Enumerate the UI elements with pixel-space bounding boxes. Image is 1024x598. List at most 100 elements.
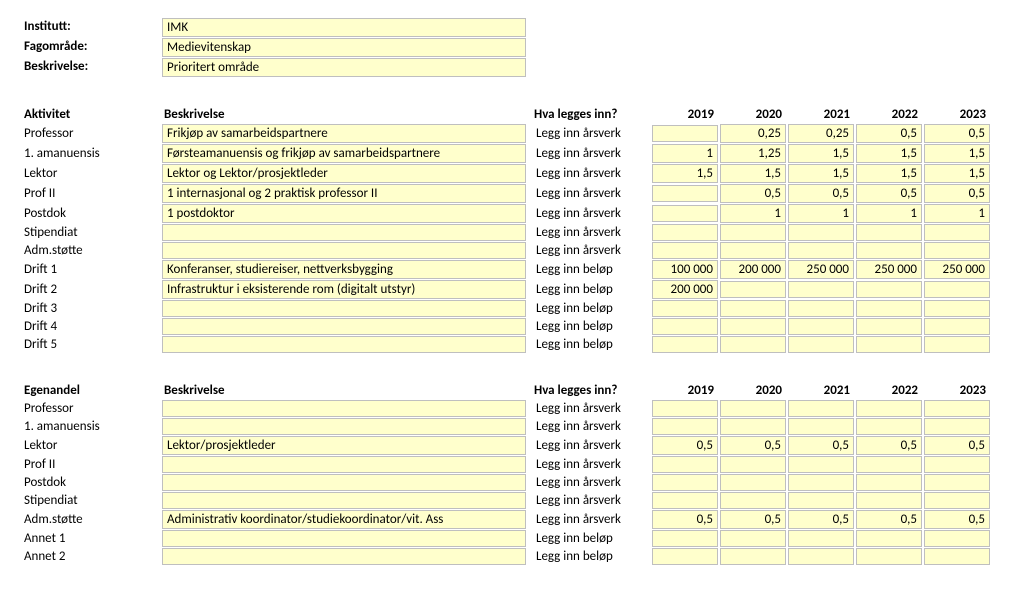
value-cell[interactable]: 0,5 bbox=[856, 436, 922, 455]
value-cell[interactable] bbox=[652, 474, 718, 491]
row-description[interactable] bbox=[162, 418, 526, 435]
value-cell[interactable] bbox=[924, 224, 990, 241]
value-cell[interactable]: 250 000 bbox=[856, 260, 922, 279]
value-cell[interactable] bbox=[652, 242, 718, 259]
value-cell[interactable] bbox=[924, 492, 990, 509]
value-cell[interactable] bbox=[652, 205, 718, 222]
value-cell[interactable]: 1,5 bbox=[720, 164, 786, 183]
value-cell[interactable] bbox=[652, 224, 718, 241]
value-cell[interactable] bbox=[856, 456, 922, 473]
value-cell[interactable]: 1,5 bbox=[856, 164, 922, 183]
value-cell[interactable]: 250 000 bbox=[924, 260, 990, 279]
value-cell[interactable] bbox=[720, 281, 786, 298]
value-cell[interactable] bbox=[788, 418, 854, 435]
value-cell[interactable]: 0,5 bbox=[856, 510, 922, 529]
value-cell[interactable] bbox=[652, 125, 718, 142]
value-cell[interactable] bbox=[720, 224, 786, 241]
value-cell[interactable] bbox=[924, 400, 990, 417]
value-cell[interactable]: 1,5 bbox=[652, 164, 718, 183]
value-cell[interactable] bbox=[856, 418, 922, 435]
row-description[interactable] bbox=[162, 530, 526, 547]
value-cell[interactable] bbox=[856, 492, 922, 509]
value-cell[interactable]: 1 bbox=[652, 144, 718, 163]
value-cell[interactable]: 0,5 bbox=[720, 510, 786, 529]
value-cell[interactable]: 0,5 bbox=[788, 184, 854, 203]
value-cell[interactable]: 0,5 bbox=[652, 436, 718, 455]
value-cell[interactable] bbox=[652, 185, 718, 202]
value-cell[interactable] bbox=[856, 336, 922, 353]
value-cell[interactable]: 200 000 bbox=[720, 260, 786, 279]
beskrivelse-value[interactable]: Prioritert område bbox=[162, 58, 526, 77]
value-cell[interactable]: 1 bbox=[788, 204, 854, 223]
value-cell[interactable] bbox=[788, 336, 854, 353]
row-description[interactable]: Lektor/prosjektleder bbox=[162, 436, 526, 455]
value-cell[interactable] bbox=[856, 400, 922, 417]
value-cell[interactable]: 1,5 bbox=[856, 144, 922, 163]
row-description[interactable]: Infrastruktur i eksisterende rom (digita… bbox=[162, 280, 526, 299]
value-cell[interactable]: 0,25 bbox=[720, 124, 786, 143]
value-cell[interactable] bbox=[652, 530, 718, 547]
row-description[interactable] bbox=[162, 300, 526, 317]
value-cell[interactable]: 0,5 bbox=[788, 436, 854, 455]
row-description[interactable]: Konferanser, studiereiser, nettverksbygg… bbox=[162, 260, 526, 279]
value-cell[interactable] bbox=[652, 456, 718, 473]
value-cell[interactable]: 1 bbox=[924, 204, 990, 223]
value-cell[interactable] bbox=[788, 474, 854, 491]
value-cell[interactable] bbox=[720, 318, 786, 335]
value-cell[interactable]: 0,5 bbox=[720, 184, 786, 203]
value-cell[interactable] bbox=[788, 548, 854, 565]
value-cell[interactable]: 1,5 bbox=[788, 164, 854, 183]
institutt-value[interactable]: IMK bbox=[162, 18, 526, 37]
value-cell[interactable]: 0,5 bbox=[924, 124, 990, 143]
value-cell[interactable] bbox=[788, 456, 854, 473]
row-description[interactable] bbox=[162, 456, 526, 473]
value-cell[interactable] bbox=[652, 418, 718, 435]
value-cell[interactable] bbox=[720, 418, 786, 435]
row-description[interactable] bbox=[162, 224, 526, 241]
value-cell[interactable] bbox=[788, 300, 854, 317]
value-cell[interactable] bbox=[924, 300, 990, 317]
value-cell[interactable]: 0,5 bbox=[856, 124, 922, 143]
value-cell[interactable] bbox=[924, 474, 990, 491]
value-cell[interactable] bbox=[720, 336, 786, 353]
row-description[interactable] bbox=[162, 318, 526, 335]
value-cell[interactable] bbox=[788, 492, 854, 509]
value-cell[interactable] bbox=[720, 456, 786, 473]
value-cell[interactable] bbox=[856, 242, 922, 259]
value-cell[interactable] bbox=[720, 242, 786, 259]
value-cell[interactable] bbox=[788, 318, 854, 335]
fagomrade-value[interactable]: Medievitenskap bbox=[162, 38, 526, 57]
value-cell[interactable]: 0,5 bbox=[652, 510, 718, 529]
row-description[interactable]: Førsteamanuensis og frikjøp av samarbeid… bbox=[162, 144, 526, 163]
value-cell[interactable] bbox=[652, 336, 718, 353]
value-cell[interactable] bbox=[788, 242, 854, 259]
value-cell[interactable] bbox=[652, 492, 718, 509]
value-cell[interactable] bbox=[924, 281, 990, 298]
row-description[interactable] bbox=[162, 492, 526, 509]
value-cell[interactable] bbox=[924, 318, 990, 335]
value-cell[interactable] bbox=[924, 456, 990, 473]
value-cell[interactable] bbox=[856, 474, 922, 491]
row-description[interactable]: Administrativ koordinator/studiekoordina… bbox=[162, 510, 526, 529]
value-cell[interactable] bbox=[788, 224, 854, 241]
value-cell[interactable] bbox=[788, 281, 854, 298]
value-cell[interactable] bbox=[924, 548, 990, 565]
value-cell[interactable] bbox=[652, 400, 718, 417]
row-description[interactable] bbox=[162, 336, 526, 353]
value-cell[interactable]: 1,25 bbox=[720, 144, 786, 163]
value-cell[interactable]: 0,5 bbox=[720, 436, 786, 455]
value-cell[interactable]: 250 000 bbox=[788, 260, 854, 279]
value-cell[interactable] bbox=[856, 224, 922, 241]
value-cell[interactable] bbox=[924, 418, 990, 435]
value-cell[interactable] bbox=[652, 300, 718, 317]
value-cell[interactable]: 0,5 bbox=[788, 510, 854, 529]
value-cell[interactable] bbox=[788, 400, 854, 417]
value-cell[interactable]: 0,25 bbox=[788, 124, 854, 143]
value-cell[interactable] bbox=[720, 492, 786, 509]
value-cell[interactable] bbox=[720, 548, 786, 565]
value-cell[interactable]: 0,5 bbox=[924, 510, 990, 529]
value-cell[interactable]: 1 bbox=[856, 204, 922, 223]
value-cell[interactable]: 1 bbox=[720, 204, 786, 223]
value-cell[interactable]: 1,5 bbox=[924, 144, 990, 163]
value-cell[interactable] bbox=[652, 318, 718, 335]
